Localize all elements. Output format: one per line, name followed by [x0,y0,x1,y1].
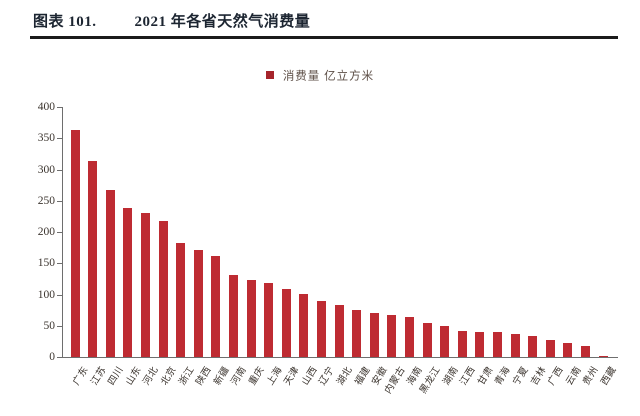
chart-bar [299,293,309,357]
figure-title: 2021 年各省天然气消费量 [134,14,311,30]
y-axis-tick-label: 100 [37,288,55,301]
y-axis-tick [57,169,62,171]
chart-bar [246,280,256,357]
y-axis-line [62,107,63,357]
y-axis-tick-label: 0 [49,351,55,363]
legend-label: 消费量 亿立方米 [282,70,375,83]
chart-bar [70,130,80,357]
chart-bar [563,343,573,357]
y-axis-tick [57,294,62,296]
chart-bar [158,221,168,357]
x-axis-category-text: 西藏 [599,365,619,388]
y-axis-tick [57,200,62,202]
chart-bar [457,331,467,357]
chart-bar [176,243,186,357]
chart-bar [369,312,379,357]
chart-bar [580,346,590,357]
y-axis-tick [57,232,62,233]
chart-bar [352,309,362,357]
chart-bar [88,160,98,357]
chart-bar [105,189,115,357]
chart-bar [281,288,291,357]
chart-bar [334,305,344,357]
chart-bar [228,274,238,357]
y-axis-tick [57,263,62,265]
chart-bar [510,333,520,357]
chart-bar [440,326,450,357]
chart-bar [140,213,150,357]
y-axis-tick [57,138,62,140]
chart-bar [492,332,502,357]
x-axis-category-label: 西藏 [527,361,619,387]
chart-bar [404,317,414,357]
legend-color-swatch-icon [265,71,274,80]
y-axis-tick-label: 200 [37,226,55,238]
y-axis-tick-label: 50 [43,319,56,332]
x-axis-line [62,357,618,358]
chart-bar [422,323,432,357]
header-divider [30,36,618,39]
y-axis-tick-label: 150 [37,257,55,270]
figure-number: 图表 101. [33,14,97,30]
chart-bar [193,250,203,357]
chart-bar [316,300,326,357]
figure-header: 图表 101. 2021 年各省天然气消费量 [33,10,310,31]
chart-bar [211,255,221,357]
y-axis-tick [57,107,62,108]
chart-bar [387,314,397,357]
y-axis-tick-label: 250 [37,194,55,207]
chart-bar [264,283,274,357]
chart-bar [598,355,608,357]
legend-entry: 消费量 亿立方米 [265,66,375,84]
y-axis-tick [57,325,62,327]
chart-bar [123,207,133,357]
y-axis-tick-label: 350 [37,132,55,145]
y-axis-tick-label: 300 [37,163,55,176]
chart-bar [475,332,485,357]
y-axis-tick [57,357,62,358]
chart-bar [545,340,555,357]
chart-legend: 消费量 亿立方米 [0,66,640,84]
chart-bar [528,335,538,357]
y-axis-tick-label: 400 [37,101,55,113]
